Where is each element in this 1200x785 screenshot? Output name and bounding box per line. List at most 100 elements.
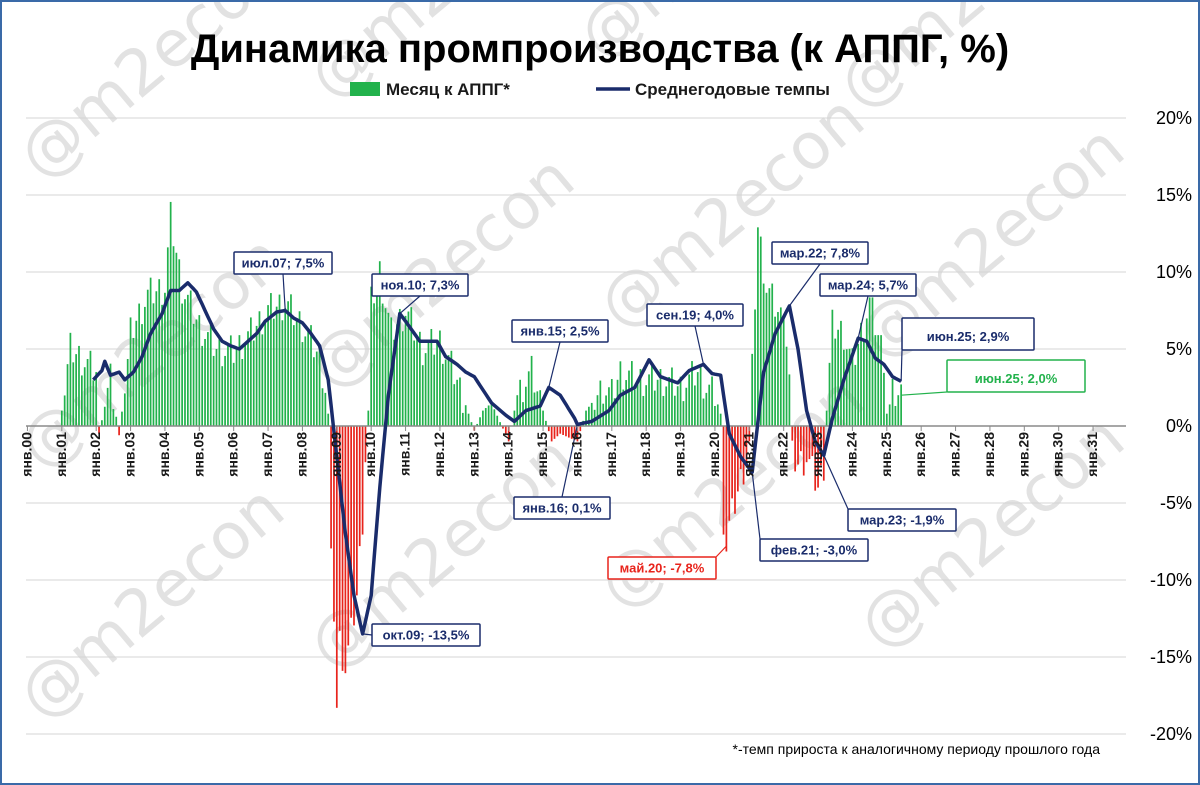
bar-month <box>212 355 215 426</box>
x-tick-label: янв.25 <box>878 432 894 477</box>
x-tick-label: янв.10 <box>362 432 378 477</box>
bar-month <box>287 301 289 426</box>
bar-month <box>530 355 533 426</box>
bar-month <box>281 320 284 426</box>
y-tick-label: -5% <box>1160 493 1192 513</box>
bar-month <box>413 340 416 426</box>
y-tick-label: 15% <box>1156 185 1192 205</box>
x-axis-ticks: янв.00 янв.01 янв.02 янв.03 янв.04 янв.05 янв.… <box>18 426 1100 477</box>
bar-month <box>757 227 759 426</box>
x-tick-label: янв.11 <box>397 432 413 476</box>
bar-month <box>656 379 659 426</box>
bar-month <box>476 423 479 426</box>
bar-month <box>373 303 375 426</box>
annotation-label: сен.19; 4,0% <box>656 308 734 323</box>
bar-month <box>207 332 209 426</box>
bar-month <box>570 426 573 439</box>
y-tick-label: 10% <box>1156 262 1192 282</box>
bar-month <box>189 290 192 426</box>
bar-month <box>868 297 871 426</box>
x-tick-label: янв.00 <box>18 432 34 477</box>
bar-month <box>590 402 593 426</box>
bar-month <box>808 426 811 460</box>
x-tick-label: янв.02 <box>87 432 103 477</box>
x-tick-label: янв.09 <box>328 432 344 477</box>
bar-month <box>353 426 355 626</box>
annotation-label: мар.24; 5,7% <box>828 278 909 293</box>
bar-month <box>662 395 665 426</box>
x-tick-label: янв.06 <box>225 432 241 477</box>
bar-month <box>290 294 292 426</box>
bar-month <box>60 410 63 426</box>
annotation-leader <box>715 545 727 558</box>
bar-month <box>673 395 676 426</box>
bar-month <box>367 410 370 426</box>
bar-month <box>456 379 458 426</box>
bar-month <box>427 341 430 426</box>
bar-month <box>782 318 785 426</box>
bar-month <box>788 374 791 426</box>
bar-month <box>628 370 630 426</box>
bar-month <box>599 380 602 426</box>
bar-month <box>702 398 705 426</box>
bar-month <box>461 412 464 426</box>
bar-month <box>295 318 298 426</box>
bar-month <box>791 426 794 441</box>
x-tick-label: янв.14 <box>500 432 516 477</box>
annotation-label: ноя.10; 7,3% <box>381 278 460 293</box>
bar-month <box>576 426 579 442</box>
bar-month <box>722 426 725 535</box>
bar-month <box>186 294 189 426</box>
bar-month <box>742 426 745 485</box>
bar-month <box>327 413 330 426</box>
x-tick-label: янв.26 <box>912 432 928 477</box>
bar-month <box>201 345 204 426</box>
bar-month <box>364 426 367 463</box>
bar-month <box>430 328 433 426</box>
annotation-label: окт.09; -13,5% <box>383 628 470 643</box>
bar-month <box>204 338 206 426</box>
bar-month <box>487 405 490 426</box>
x-tick-label: янв.29 <box>1015 432 1031 477</box>
bar-month <box>278 294 281 426</box>
bar-month <box>370 286 373 426</box>
bar-month <box>748 426 751 442</box>
bar-month <box>622 389 625 426</box>
bar-month <box>304 336 307 426</box>
bar-month <box>129 317 132 426</box>
x-tick-label: янв.05 <box>190 432 206 477</box>
bar-month <box>751 353 754 426</box>
x-tick-label: янв.04 <box>156 432 172 477</box>
bar-month <box>794 426 796 472</box>
annotation-label: мар.23; -1,9% <box>860 513 945 528</box>
annotation-leader <box>823 455 849 510</box>
bar-month <box>883 372 885 426</box>
bar-month <box>504 426 507 435</box>
bar-month <box>739 426 742 470</box>
bar-month <box>118 426 120 436</box>
bar-month <box>754 309 756 426</box>
bar-month <box>333 426 335 622</box>
bar-month <box>891 379 894 426</box>
bar-month <box>762 283 765 426</box>
bar-month <box>642 395 645 426</box>
bar-month <box>545 420 547 426</box>
bar-month <box>464 405 467 426</box>
bar-month <box>585 410 587 426</box>
bar-month <box>198 315 201 426</box>
bar-month <box>141 324 143 426</box>
x-tick-label: янв.22 <box>775 432 791 477</box>
annotation-label: янв.15; 2,5% <box>520 324 600 339</box>
x-tick-label: янв.27 <box>947 432 963 477</box>
bar-month <box>682 401 685 426</box>
bar-month <box>407 311 410 426</box>
bar-month <box>691 361 693 426</box>
bar-month <box>659 369 662 426</box>
bar-month <box>653 390 656 426</box>
bar-month <box>275 306 278 426</box>
bar-month <box>387 312 390 426</box>
bar-month <box>69 332 72 426</box>
bar-month <box>851 348 854 426</box>
bar-month <box>244 345 246 426</box>
